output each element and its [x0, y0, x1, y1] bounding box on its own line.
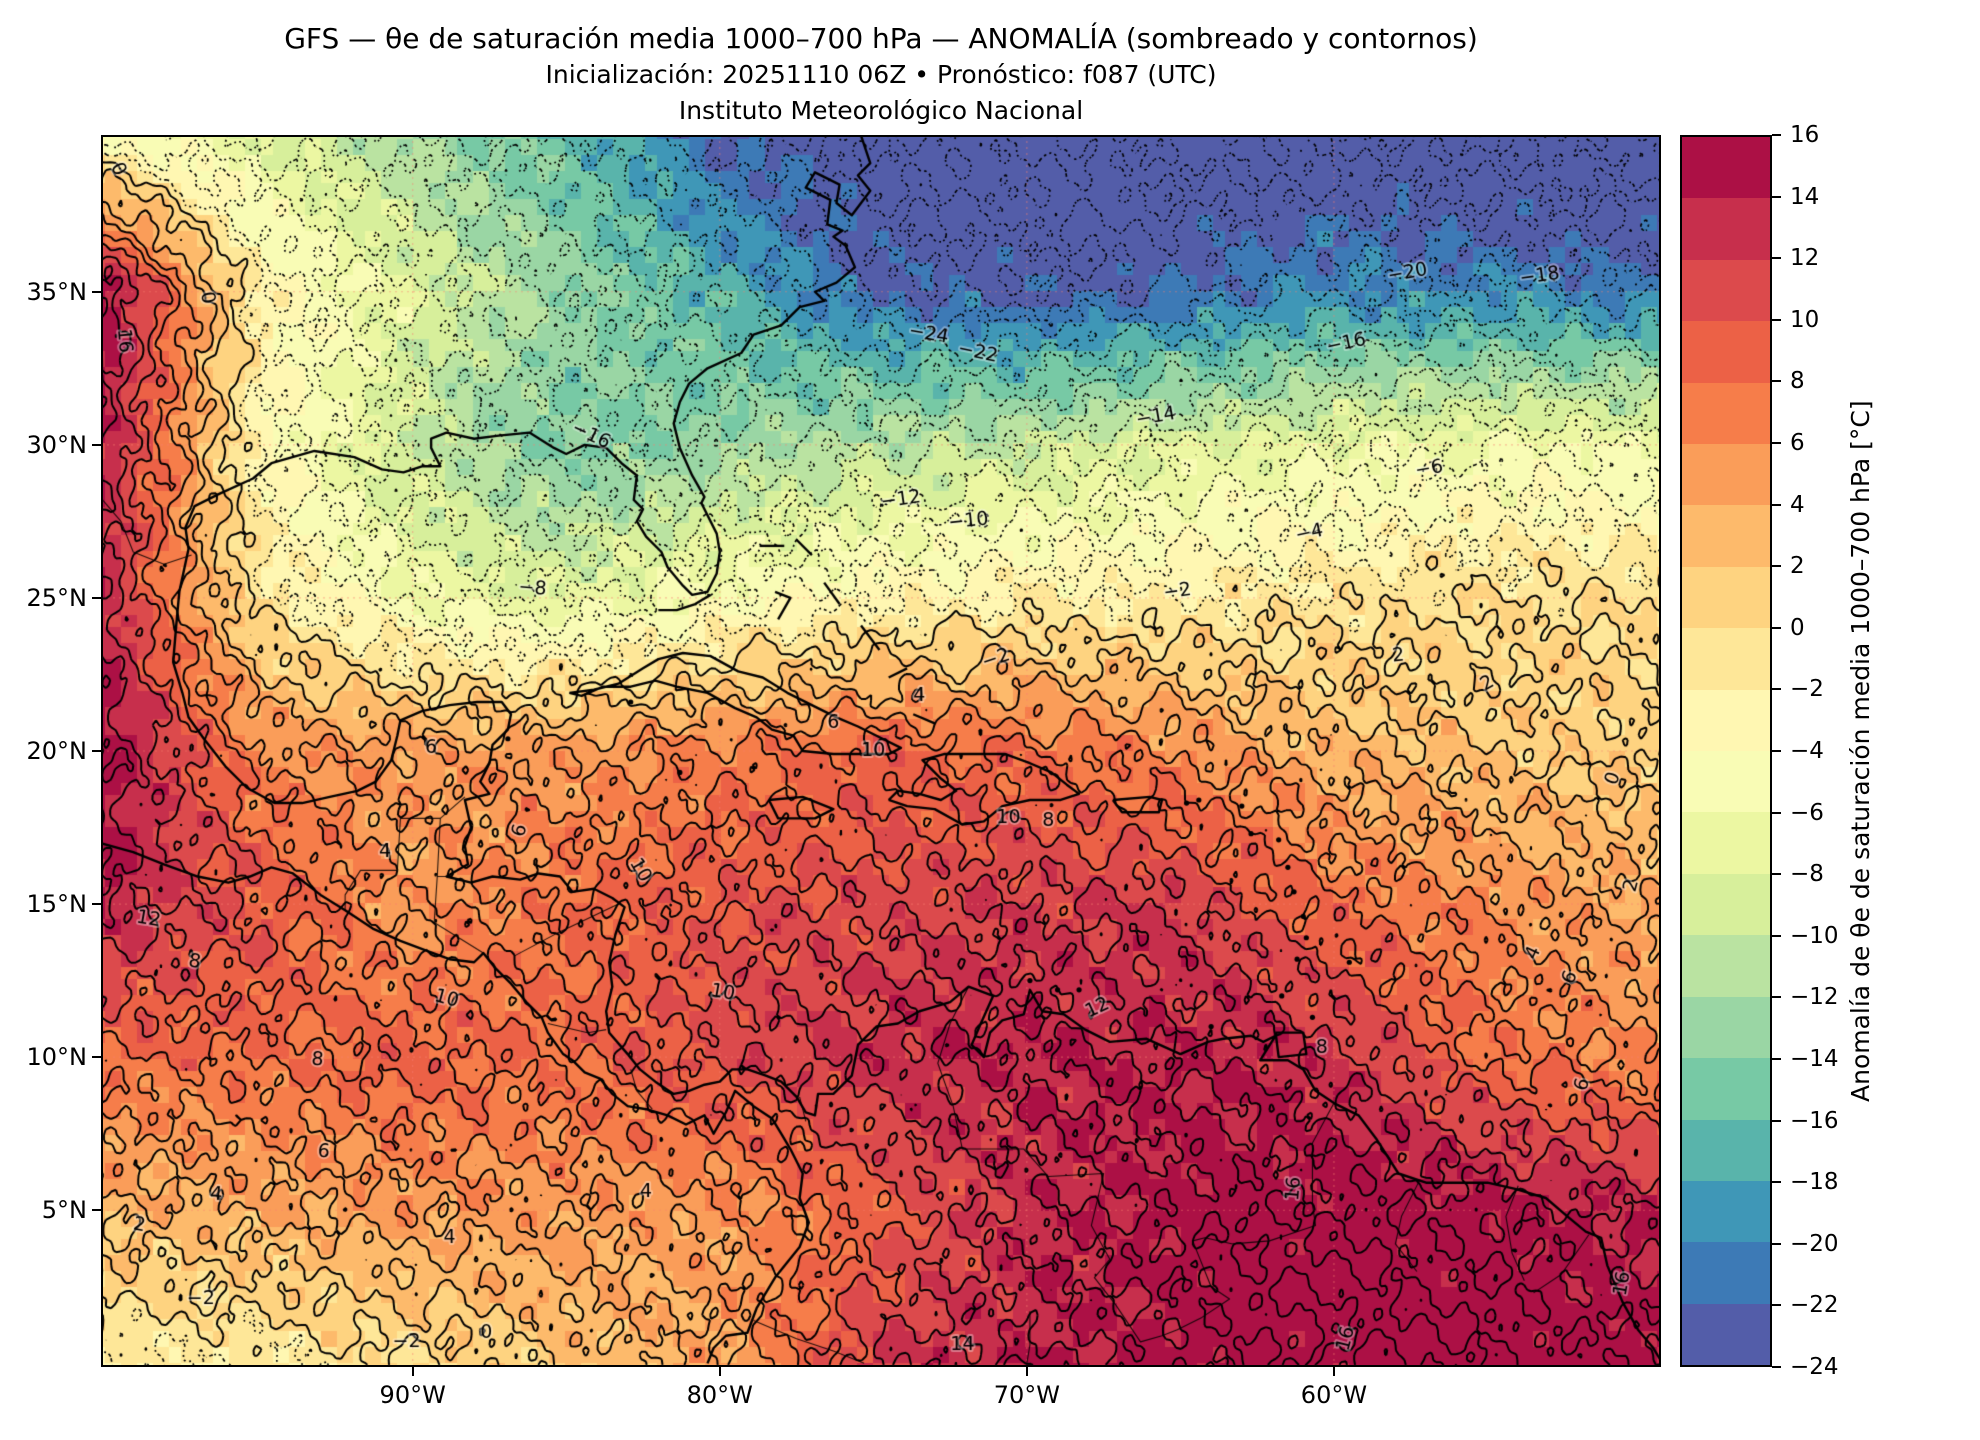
y-tick-label: 35°N [26, 277, 88, 306]
colorbar-segment [1682, 812, 1770, 874]
y-tickmark [92, 443, 101, 446]
colorbar-segment [1682, 1242, 1770, 1304]
colorbar-tickmark [1772, 1242, 1781, 1245]
colorbar-tick-label: −24 [1790, 1354, 1839, 1380]
colorbar-tickmark [1772, 873, 1781, 876]
colorbar-tick-label: 8 [1790, 368, 1805, 395]
colorbar-segment [1682, 873, 1770, 936]
y-tick-label: 20°N [26, 737, 88, 765]
x-tickmark [1332, 1367, 1335, 1376]
x-tickmark [411, 1367, 414, 1376]
colorbar-tick-label: 6 [1790, 430, 1805, 456]
x-tick-label: 90°W [379, 1381, 446, 1409]
colorbar-segment [1682, 628, 1770, 690]
chart-institution: Instituto Meteorológico Nacional [678, 96, 1084, 125]
colorbar-tickmark [1772, 195, 1781, 198]
y-tick-label: 30°N [26, 430, 88, 459]
x-tickmark [1025, 1367, 1028, 1376]
map-canvas [101, 135, 1661, 1367]
y-tickmark [92, 750, 101, 752]
colorbar [1680, 135, 1772, 1367]
y-tick-label: 25°N [26, 583, 88, 612]
colorbar-tickmark [1772, 318, 1781, 321]
y-tickmark [92, 596, 101, 599]
colorbar-segment [1682, 444, 1770, 506]
colorbar-tick-label: −22 [1790, 1292, 1839, 1319]
colorbar-tick-label: −10 [1790, 922, 1839, 949]
chart-subtitle: Inicialización: 20251110 06Z • Pronóstic… [545, 60, 1217, 89]
colorbar-tick-label: 0 [1790, 614, 1805, 641]
y-tick-label: 5°N [41, 1196, 87, 1225]
y-tickmark [92, 1209, 101, 1212]
colorbar-tickmark [1772, 1119, 1781, 1122]
colorbar-tick-label: −18 [1790, 1169, 1839, 1196]
colorbar-tick-label: −16 [1790, 1107, 1839, 1134]
colorbar-segment [1682, 1119, 1770, 1181]
colorbar-tickmark [1772, 1058, 1781, 1060]
colorbar-segment [1682, 566, 1770, 629]
colorbar-label: Anomalía de θe de saturación media 1000–… [1846, 400, 1875, 1102]
colorbar-tickmark [1772, 257, 1781, 260]
colorbar-segment [1682, 1058, 1770, 1120]
colorbar-segment [1682, 751, 1770, 813]
colorbar-tick-label: 14 [1790, 183, 1820, 210]
colorbar-tickmark [1772, 380, 1781, 383]
colorbar-segment [1682, 198, 1770, 260]
y-tick-label: 10°N [26, 1043, 88, 1072]
colorbar-tick-label: 2 [1790, 553, 1805, 580]
x-tick-label: 80°W [686, 1381, 753, 1409]
x-tickmark [718, 1367, 721, 1376]
colorbar-tickmark [1772, 811, 1781, 814]
y-tick-label: 15°N [26, 890, 88, 919]
colorbar-segment [1682, 1180, 1770, 1243]
colorbar-segment [1682, 935, 1770, 997]
colorbar-tick-label: −8 [1790, 861, 1824, 888]
x-tick-label: 60°W [1300, 1381, 1368, 1409]
colorbar-tickmark [1772, 626, 1781, 629]
colorbar-segment [1682, 505, 1770, 567]
colorbar-tick-label: −14 [1790, 1046, 1839, 1072]
colorbar-segment [1682, 321, 1770, 383]
colorbar-tick-label: −6 [1790, 799, 1824, 826]
colorbar-segment [1682, 689, 1770, 752]
colorbar-segment [1682, 137, 1770, 199]
colorbar-segment [1682, 996, 1770, 1059]
colorbar-tick-label: −2 [1790, 676, 1824, 703]
x-tick-label: 70°W [993, 1381, 1060, 1409]
y-tickmark [92, 290, 101, 293]
colorbar-tickmark [1772, 688, 1781, 691]
colorbar-tick-label: 10 [1790, 306, 1820, 333]
colorbar-segment [1682, 382, 1770, 445]
colorbar-tick-label: −12 [1790, 984, 1839, 1011]
colorbar-segment [1682, 1303, 1770, 1366]
y-tickmark [92, 1056, 101, 1059]
colorbar-tick-label: −20 [1790, 1230, 1839, 1257]
colorbar-tick-label: 4 [1790, 491, 1805, 518]
colorbar-segment [1682, 259, 1770, 322]
colorbar-tickmark [1772, 134, 1781, 136]
colorbar-tickmark [1772, 934, 1781, 937]
colorbar-tickmark [1772, 750, 1781, 752]
chart-title: GFS — θe de saturación media 1000–700 hP… [284, 22, 1478, 55]
colorbar-tickmark [1772, 565, 1781, 568]
y-tickmark [92, 903, 101, 906]
colorbar-tickmark [1772, 996, 1781, 999]
colorbar-tick-label: −4 [1790, 738, 1824, 764]
colorbar-tickmark [1772, 1304, 1781, 1307]
colorbar-tickmark [1772, 442, 1781, 444]
colorbar-tickmark [1772, 503, 1781, 506]
colorbar-tick-label: 12 [1790, 245, 1820, 272]
colorbar-tickmark [1772, 1366, 1781, 1368]
colorbar-tickmark [1772, 1181, 1781, 1184]
colorbar-tick-label: 16 [1790, 122, 1820, 148]
